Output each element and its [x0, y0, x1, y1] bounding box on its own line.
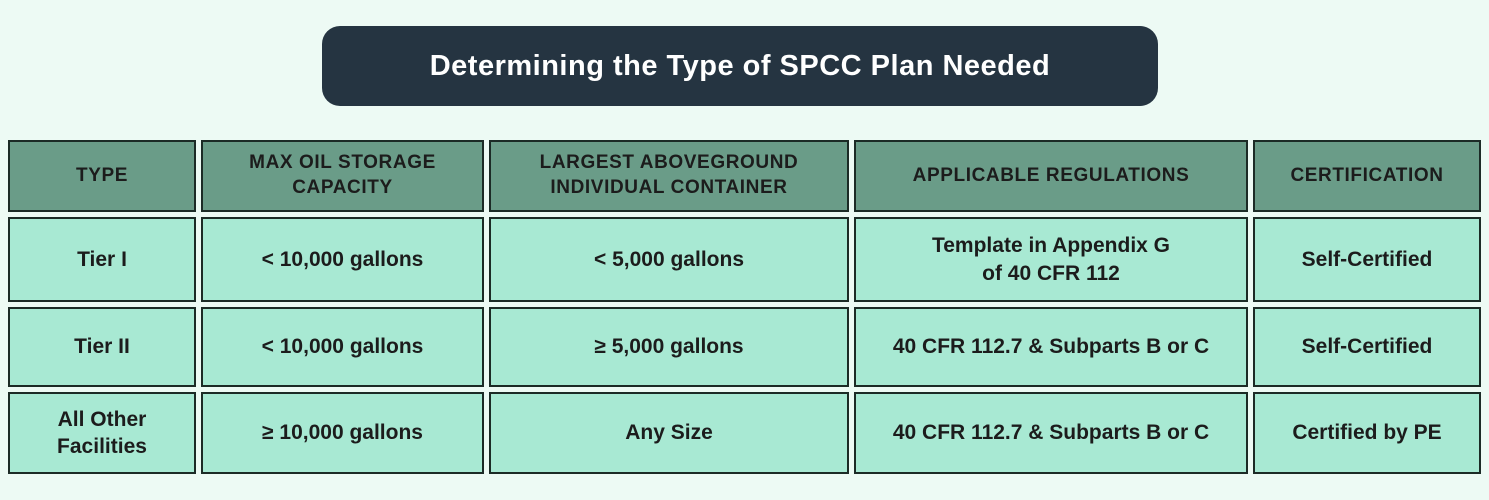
title-banner: Determining the Type of SPCC Plan Needed — [322, 26, 1158, 106]
cell-tier1-regulations: Template in Appendix G of 40 CFR 112 — [854, 217, 1248, 302]
cell-tier1-max-oil-storage: < 10,000 gallons — [201, 217, 484, 302]
column-header-applicable-regulations: APPLICABLE REGULATIONS — [854, 140, 1248, 212]
spcc-plan-table: TYPE MAX OIL STORAGE CAPACITY LARGEST AB… — [8, 140, 1481, 474]
cell-tier2-certification: Self-Certified — [1253, 307, 1481, 387]
cell-other-type: All Other Facilities — [8, 392, 196, 474]
page-title: Determining the Type of SPCC Plan Needed — [429, 49, 1051, 82]
column-header-type: TYPE — [8, 140, 196, 212]
column-header-max-oil-storage-capacity: MAX OIL STORAGE CAPACITY — [201, 140, 484, 212]
cell-tier2-type: Tier II — [8, 307, 196, 387]
cell-other-max-oil-storage: ≥ 10,000 gallons — [201, 392, 484, 474]
cell-tier2-regulations: 40 CFR 112.7 & Subparts B or C — [854, 307, 1248, 387]
column-header-largest-aboveground-individual-container: LARGEST ABOVEGROUND INDIVIDUAL CONTAINER — [489, 140, 849, 212]
cell-other-regulations: 40 CFR 112.7 & Subparts B or C — [854, 392, 1248, 474]
cell-tier2-largest-container: ≥ 5,000 gallons — [489, 307, 849, 387]
cell-other-largest-container: Any Size — [489, 392, 849, 474]
cell-tier2-max-oil-storage: < 10,000 gallons — [201, 307, 484, 387]
column-header-certification: CERTIFICATION — [1253, 140, 1481, 212]
cell-tier1-largest-container: < 5,000 gallons — [489, 217, 849, 302]
cell-other-certification: Certified by PE — [1253, 392, 1481, 474]
cell-tier1-certification: Self-Certified — [1253, 217, 1481, 302]
cell-tier1-type: Tier I — [8, 217, 196, 302]
